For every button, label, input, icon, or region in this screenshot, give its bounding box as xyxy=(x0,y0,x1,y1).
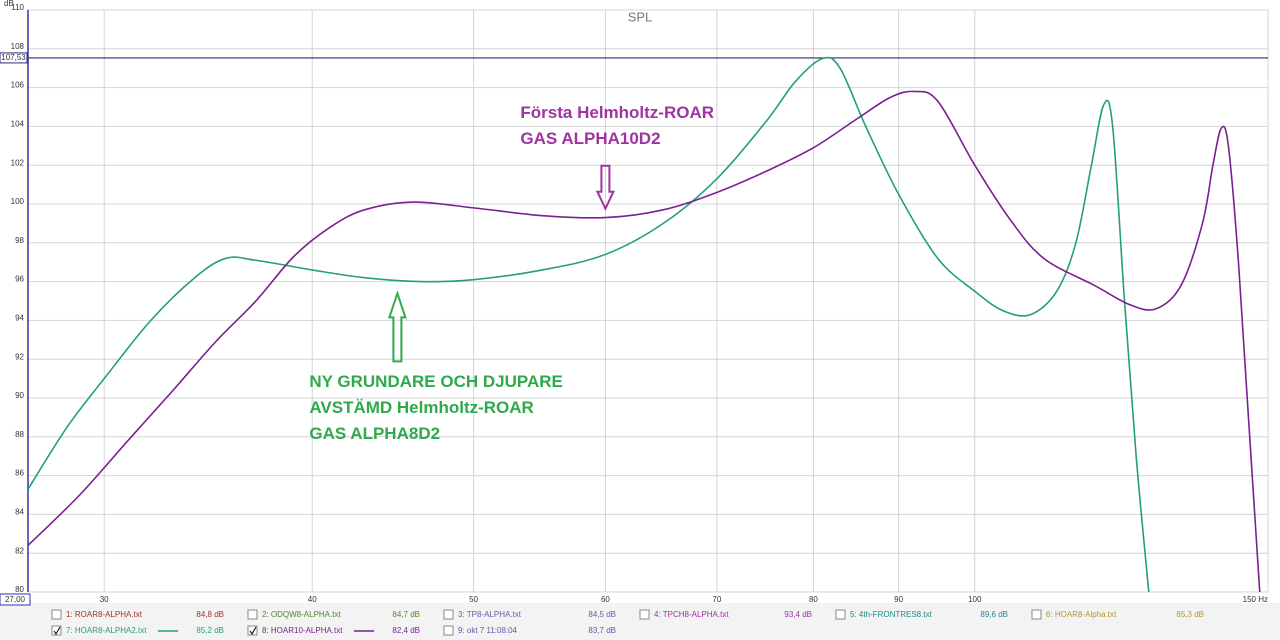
legend-name: 3: TP8-ALPHA.txt xyxy=(458,610,522,619)
y-tick-label: 92 xyxy=(15,352,24,361)
annotation-text: GAS ALPHA8D2 xyxy=(309,424,440,443)
annotation-text: AVSTÄMD Helmholtz-ROAR xyxy=(309,398,533,417)
legend-name: 1: ROAR8-ALPHA.txt xyxy=(66,610,143,619)
y-tick-label: 110 xyxy=(11,3,24,12)
legend-checkbox[interactable] xyxy=(51,625,62,636)
legend-checkbox[interactable] xyxy=(835,609,846,620)
legend-checkbox[interactable] xyxy=(1031,609,1042,620)
x-tick-label: 40 xyxy=(308,595,317,604)
legend-check xyxy=(53,626,61,636)
legend-name: 7: HOAR8-ALPHA2.txt xyxy=(66,626,147,635)
annotation-arrow xyxy=(387,290,407,363)
cursor-label: 107,53 xyxy=(1,53,26,62)
x-start-box xyxy=(0,593,31,606)
x-tick-label: 60 xyxy=(601,595,610,604)
y-axis-label: dB xyxy=(4,0,14,8)
y-tick-label: 96 xyxy=(15,275,24,284)
legend-checkbox[interactable] xyxy=(247,625,258,636)
y-tick-label: 84 xyxy=(15,508,24,517)
legend-name: 9: okt 7 11:08:04 xyxy=(458,626,518,635)
cursor-box xyxy=(0,52,28,64)
legend-checkbox[interactable] xyxy=(51,609,62,620)
y-tick-label: 98 xyxy=(15,236,24,245)
y-tick-label: 108 xyxy=(11,42,25,51)
legend-readout: 83,7 dB xyxy=(588,626,616,635)
legend-readout: 85,3 dB xyxy=(1176,610,1204,619)
legend-readout: 89,6 dB xyxy=(980,610,1008,619)
y-tick-label: 102 xyxy=(11,158,25,167)
y-tick-label: 106 xyxy=(11,81,25,90)
legend-readout: 84,8 dB xyxy=(196,610,224,619)
legend-readout: 93,4 dB xyxy=(784,610,812,619)
x-start-label: 27,00 xyxy=(5,595,26,604)
series-line xyxy=(28,56,1150,592)
y-tick-label: 100 xyxy=(11,197,25,206)
y-tick-label: 94 xyxy=(15,314,24,323)
legend-checkbox[interactable] xyxy=(443,625,454,636)
y-tick-label: 88 xyxy=(15,430,24,439)
legend-check xyxy=(249,626,257,636)
x-tick-label: 50 xyxy=(469,595,478,604)
y-tick-label: 80 xyxy=(15,585,24,594)
x-tick-label: 30 xyxy=(100,595,109,604)
annotation-text: NY GRUNDARE OCH DJUPARE xyxy=(309,372,562,391)
legend-readout: 85,2 dB xyxy=(196,626,224,635)
x-tick-label: 80 xyxy=(809,595,818,604)
x-tick-label: 100 xyxy=(968,595,982,604)
legend-name: 5: 4th-FRONTRES8.txt xyxy=(850,610,933,619)
y-tick-label: 82 xyxy=(15,546,24,555)
legend-name: 2: ODQW8-ALPHA.txt xyxy=(262,610,341,619)
x-tick-label: 70 xyxy=(712,595,721,604)
legend-readout: 82,4 dB xyxy=(392,626,420,635)
annotation-arrow xyxy=(595,164,615,212)
x-tick-label: 150 Hz xyxy=(1243,595,1268,604)
legend-name: 6: HOAR8-Alpha.txt xyxy=(1046,610,1117,619)
series-line xyxy=(28,90,1261,592)
legend-checkbox[interactable] xyxy=(247,609,258,620)
chart-title: SPL xyxy=(628,9,653,24)
annotation-text: Första Helmholtz-ROAR xyxy=(520,103,714,122)
annotation-text: GAS ALPHA10D2 xyxy=(520,129,660,148)
legend-readout: 84,7 dB xyxy=(392,610,420,619)
legend-panel xyxy=(0,603,1280,640)
x-tick-label: 90 xyxy=(894,595,903,604)
y-tick-label: 86 xyxy=(15,469,24,478)
legend-name: 8: HOAR10-ALPHA.txt xyxy=(262,626,343,635)
y-tick-label: 104 xyxy=(11,120,25,129)
y-tick-label: 90 xyxy=(15,391,24,400)
legend-readout: 84,5 dB xyxy=(588,610,616,619)
legend-name: 4: TPCH8-ALPHA.txt xyxy=(654,610,729,619)
legend-checkbox[interactable] xyxy=(639,609,650,620)
legend-checkbox[interactable] xyxy=(443,609,454,620)
